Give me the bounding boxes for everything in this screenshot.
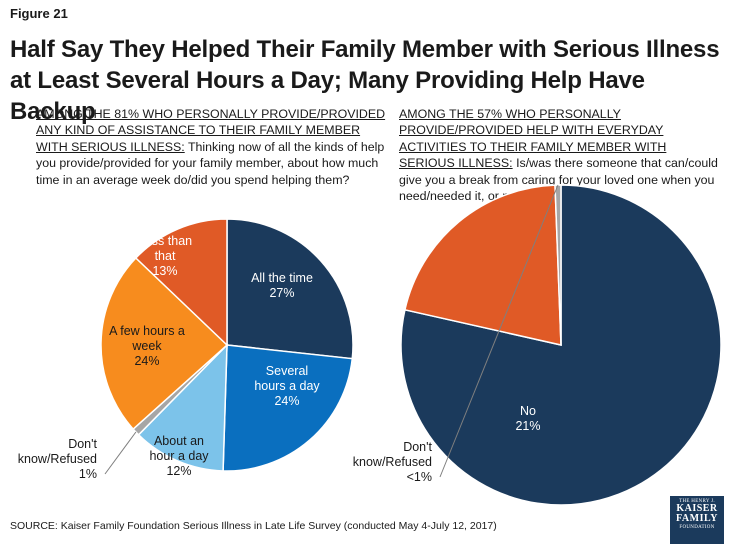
title-line-1: Half Say They Helped Their Family Member… (10, 36, 720, 63)
pie2-slice-label-1: No 21% (515, 404, 540, 433)
left-question-text: Thinking now of all the kinds of help yo… (36, 139, 385, 187)
source-note: SOURCE: Kaiser Family Foundation Serious… (10, 520, 497, 532)
kff-logo: THE HENRY J. KAISER FAMILY FOUNDATION (670, 496, 724, 544)
pie1-leader-line-3 (104, 431, 137, 475)
pie-chart-time-spent: All the time 27% Several hours a day 24% Abou… (18, 218, 354, 481)
pie1-slice-label-0: All the time 27% (251, 271, 313, 300)
logo-line-3: FAMILY (676, 513, 718, 524)
title-line-2: at Least Several Hours a Day; Many Provi… (10, 67, 645, 125)
right-question: AMONG THE 57% WHO PERSONALLY PROVIDE/PRO… (399, 106, 724, 204)
pie1-slice-1 (222, 344, 354, 472)
pie1-slice-5 (134, 218, 228, 347)
logo-line-2: KAISER (676, 503, 718, 514)
pie1-slice-2 (137, 343, 228, 472)
left-question-subgroup: AMONG THE 81% WHO PERSONALLY PROVIDE/PRO… (36, 107, 386, 154)
pie2-slice-1 (404, 184, 562, 346)
pie1-slice-label-5: Less than that 13% (138, 234, 192, 278)
chart-title: Half Say They Helped Their Family Member… (10, 34, 730, 127)
pie2-slice-label-2: Don't know/Refused <1% (353, 440, 433, 484)
pie1-slice-label-1: Several hours a day 24% (254, 364, 320, 408)
pie1-slice-0 (226, 218, 354, 360)
pie1-slice-label-3: Don't know/Refused 1% (18, 437, 98, 481)
pie1-slice-4 (100, 256, 229, 431)
pie1-slice-label-4: A few hours a week 24% (109, 324, 185, 368)
pie1-slice-label-2: About an hour a day 12% (149, 434, 209, 478)
left-question: AMONG THE 81% WHO PERSONALLY PROVIDE/PRO… (36, 106, 391, 188)
logo-line-1: THE HENRY J. (679, 499, 715, 504)
figure-label: Figure 21 (10, 6, 68, 21)
logo-line-4: FOUNDATION (679, 525, 715, 530)
pie2-leader-line-2 (439, 184, 559, 478)
right-question-subgroup: AMONG THE 57% WHO PERSONALLY PROVIDE/PRO… (399, 107, 667, 171)
